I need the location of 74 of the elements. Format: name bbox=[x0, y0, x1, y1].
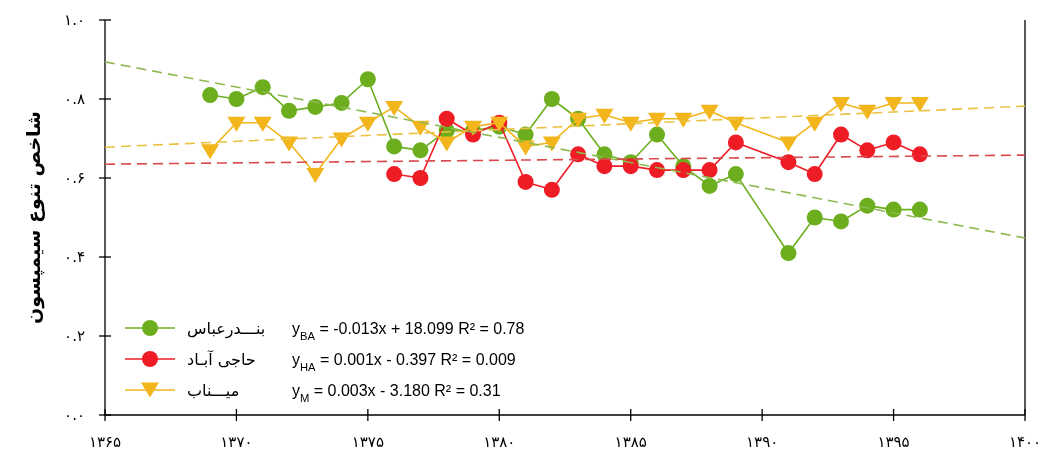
point bbox=[779, 136, 798, 152]
point bbox=[307, 98, 324, 115]
point bbox=[333, 94, 350, 111]
point bbox=[806, 209, 823, 226]
point bbox=[202, 87, 219, 104]
annotation: y$_{BA}$ = -0.013x + 18.099 R² = 0.78 bbox=[292, 320, 525, 342]
point bbox=[358, 116, 377, 132]
point bbox=[910, 96, 929, 112]
point bbox=[649, 126, 665, 143]
point bbox=[805, 116, 824, 132]
x-tick-label: ۱۳۸۰ bbox=[483, 433, 516, 451]
point bbox=[359, 71, 376, 88]
point bbox=[281, 102, 297, 119]
point bbox=[201, 144, 220, 160]
x-tick-label: ۱۳۷۵ bbox=[351, 433, 384, 451]
legend-label: میـــناب bbox=[187, 381, 240, 400]
y-tick-label: ۰.۴ bbox=[64, 248, 85, 266]
y-tick-label: ۰.۸ bbox=[64, 90, 85, 108]
point bbox=[884, 96, 903, 112]
annotation: y$_{M}$ = 0.003x - 3.180 R² = 0.31 bbox=[292, 382, 501, 404]
point bbox=[911, 201, 928, 218]
point bbox=[649, 162, 665, 179]
point bbox=[885, 134, 902, 151]
x-tick-label: ۱۳۸۵ bbox=[614, 433, 647, 451]
point bbox=[412, 170, 429, 186]
x-tick-label: ۱۳۷۰ bbox=[220, 433, 253, 451]
point bbox=[543, 91, 560, 107]
point bbox=[596, 158, 613, 175]
point bbox=[622, 158, 639, 175]
point bbox=[727, 134, 744, 151]
point bbox=[780, 245, 797, 262]
point bbox=[701, 177, 718, 194]
point bbox=[859, 197, 876, 214]
point bbox=[543, 181, 560, 198]
y-tick-label: ۱.۰ bbox=[64, 11, 85, 29]
point bbox=[858, 104, 877, 120]
point bbox=[228, 91, 245, 107]
point bbox=[621, 116, 640, 132]
point bbox=[386, 166, 403, 183]
point bbox=[701, 162, 718, 179]
x-tick-label: ۱۳۹۵ bbox=[877, 433, 910, 451]
legend-label: بنـــدرعباس bbox=[187, 319, 266, 339]
point bbox=[832, 96, 850, 112]
point bbox=[438, 110, 455, 127]
point bbox=[885, 201, 902, 218]
y-axis-title: شاخص تنوع سیمپسون bbox=[22, 111, 45, 324]
point bbox=[833, 126, 849, 143]
point bbox=[253, 116, 272, 132]
annotation: y$_{HA}$ = 0.001x - 0.397 R² = 0.009 bbox=[292, 351, 516, 373]
point bbox=[806, 166, 823, 183]
point bbox=[780, 154, 797, 171]
legend-label: حاجی آبـاد bbox=[187, 350, 256, 369]
point bbox=[675, 162, 692, 179]
x-tick-label: ۱۴۰۰ bbox=[1008, 433, 1042, 451]
point bbox=[833, 213, 849, 230]
point bbox=[386, 138, 403, 155]
point bbox=[227, 116, 246, 132]
point bbox=[542, 136, 561, 152]
point bbox=[385, 100, 404, 116]
x-tick-label: ۱۳۹۰ bbox=[746, 433, 779, 451]
point bbox=[648, 112, 666, 128]
point bbox=[437, 136, 456, 152]
y-tick-label: ۰.۰ bbox=[64, 406, 85, 424]
point bbox=[517, 173, 534, 190]
y-tick-label: ۰.۶ bbox=[64, 169, 85, 187]
point bbox=[412, 142, 429, 159]
y-tick-label: ۰.۲ bbox=[64, 327, 85, 345]
point bbox=[595, 108, 614, 124]
point bbox=[700, 104, 719, 120]
point bbox=[859, 142, 876, 159]
point bbox=[727, 166, 744, 183]
x-tick-label: ۱۳۶۵ bbox=[88, 433, 122, 451]
point bbox=[306, 168, 325, 184]
point bbox=[254, 79, 271, 96]
